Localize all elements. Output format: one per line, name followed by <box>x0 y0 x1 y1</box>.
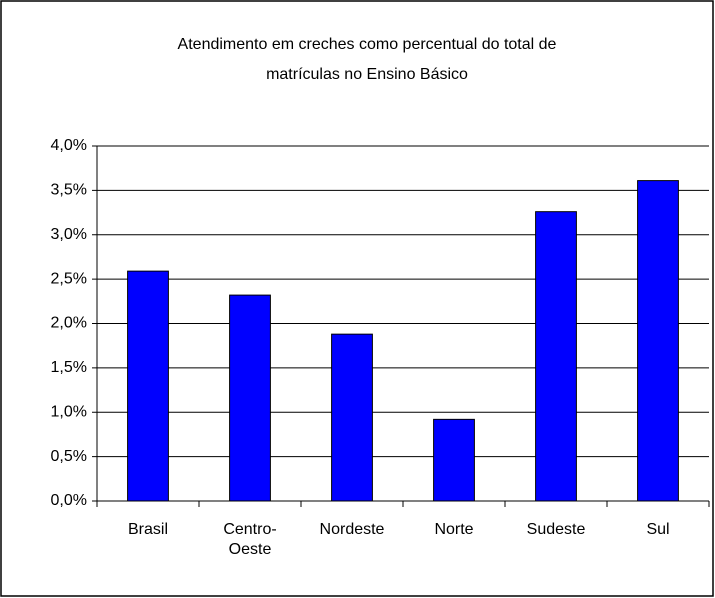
y-tick-label: 1,0% <box>51 403 87 420</box>
y-tick-label: 3,5% <box>51 182 87 199</box>
x-tick-label: Centro-Oeste <box>223 521 277 558</box>
y-tick-label: 2,0% <box>51 315 87 332</box>
bar <box>535 211 577 502</box>
x-tick-label: Sudeste <box>526 521 586 538</box>
y-tick-label: 2,5% <box>51 270 87 287</box>
y-tick-label: 4,0% <box>51 137 87 154</box>
y-tick-label: 3,0% <box>51 226 87 243</box>
y-tick-label: 0,5% <box>51 448 87 465</box>
bar <box>331 333 373 502</box>
x-tick-label: Norte <box>434 521 474 538</box>
chart-title: matrículas no Ensino Básico <box>266 66 468 83</box>
bar <box>229 294 271 502</box>
chart-title: Atendimento em creches como percentual d… <box>178 36 557 53</box>
x-tick-label: Nordeste <box>319 521 385 538</box>
x-tick-label: Brasil <box>127 521 168 538</box>
bar <box>433 418 475 502</box>
y-tick-label: 0,0% <box>51 492 87 509</box>
bar <box>637 180 679 502</box>
x-tick-label: Sul <box>646 521 670 538</box>
bar <box>127 270 169 502</box>
y-tick-label: 1,5% <box>51 359 87 376</box>
